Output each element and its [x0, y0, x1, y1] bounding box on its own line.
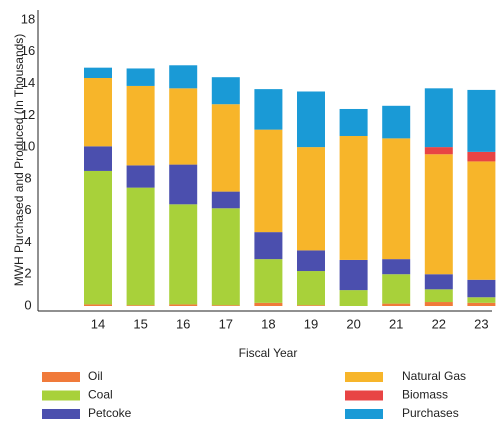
y-tick-label: 8: [24, 170, 31, 185]
legend-label: Coal: [88, 388, 113, 402]
bar-segment: [84, 304, 112, 306]
bar-segment: [254, 232, 283, 260]
bar-segment: [339, 135, 368, 260]
bar-segment: [297, 305, 325, 306]
bar-segment: [424, 302, 453, 306]
bar-segment: [382, 259, 411, 275]
bar-segment: [254, 259, 283, 303]
y-tick-label: 12: [21, 107, 35, 122]
y-tick-label: 2: [24, 266, 31, 281]
x-tick-label: 21: [389, 316, 403, 331]
x-tick-label: 15: [133, 316, 147, 331]
legend-swatch: [345, 409, 383, 419]
bar-segment: [126, 305, 155, 306]
bar-segment: [297, 147, 325, 251]
bar-segment: [424, 154, 453, 275]
bar-segment: [254, 129, 283, 233]
x-tick-label: 20: [346, 316, 360, 331]
x-axis-label: Fiscal Year: [239, 346, 298, 360]
bar-segment: [169, 164, 198, 205]
bar-segment: [467, 279, 496, 298]
legend-label: Biomass: [402, 388, 448, 402]
bar-segment: [84, 170, 112, 305]
bar-segment: [254, 89, 283, 130]
y-tick-label: 6: [24, 202, 31, 217]
bar-segment: [467, 89, 496, 152]
x-tick-label: 19: [304, 316, 318, 331]
bar-segment: [84, 77, 112, 147]
x-tick-label: 18: [261, 316, 275, 331]
x-tick-label: 23: [474, 316, 488, 331]
bar-segment: [382, 105, 411, 139]
x-tick-label: 22: [432, 316, 446, 331]
y-axis-label: MWH Purchased and Produced (In Thousands…: [12, 34, 26, 287]
bar-segment: [467, 302, 496, 306]
bar-segment: [169, 304, 198, 306]
y-tick-label: 16: [21, 43, 35, 58]
bar-segment: [297, 271, 325, 306]
legend-label: Petcoke: [88, 406, 132, 420]
y-tick-label: 0: [24, 297, 31, 312]
bar-segment: [126, 187, 155, 306]
y-tick-label: 10: [21, 139, 35, 154]
legend-swatch: [345, 390, 383, 401]
bar-segment: [211, 305, 240, 306]
bar-segment: [169, 204, 198, 305]
bar-segment: [467, 151, 496, 162]
bar-segment: [339, 108, 368, 136]
legend-swatch: [345, 372, 383, 382]
bar-segment: [424, 147, 453, 155]
bar-segment: [382, 303, 411, 306]
bar-segment: [339, 259, 368, 291]
bar-segment: [169, 88, 198, 165]
y-tick-label: 18: [21, 11, 35, 26]
bar-segment: [84, 67, 112, 78]
legend-swatch: [42, 409, 80, 419]
bar-segment: [126, 85, 155, 166]
bar-segment: [424, 289, 453, 303]
legend-label: Purchases: [402, 406, 459, 420]
legend-label: Oil: [88, 369, 103, 383]
bar-segment: [297, 250, 325, 272]
legend-swatch: [42, 372, 80, 382]
bar-segment: [297, 91, 325, 148]
bar-segment: [126, 165, 155, 188]
y-tick-label: 14: [21, 75, 35, 90]
bar-segment: [211, 104, 240, 192]
bar-segment: [211, 77, 240, 105]
legend-swatch: [42, 390, 80, 401]
bar-segment: [382, 138, 411, 260]
bar-segment: [84, 146, 112, 171]
bar-segment: [382, 274, 411, 304]
y-tick-label: 4: [24, 234, 31, 249]
x-tick-label: 17: [219, 316, 233, 331]
bar-segment: [126, 68, 155, 86]
x-tick-label: 16: [176, 316, 190, 331]
bar-segment: [169, 65, 198, 89]
bar-segment: [254, 302, 283, 306]
x-tick-label: 14: [91, 316, 105, 331]
bar-segment: [424, 88, 453, 148]
bar-segment: [211, 208, 240, 306]
bar-segment: [467, 161, 496, 280]
bar-segment: [467, 297, 496, 303]
bar-segment: [211, 191, 240, 209]
legend-label: Natural Gas: [402, 369, 466, 383]
bar-segment: [424, 274, 453, 290]
bar-segment: [339, 290, 368, 306]
